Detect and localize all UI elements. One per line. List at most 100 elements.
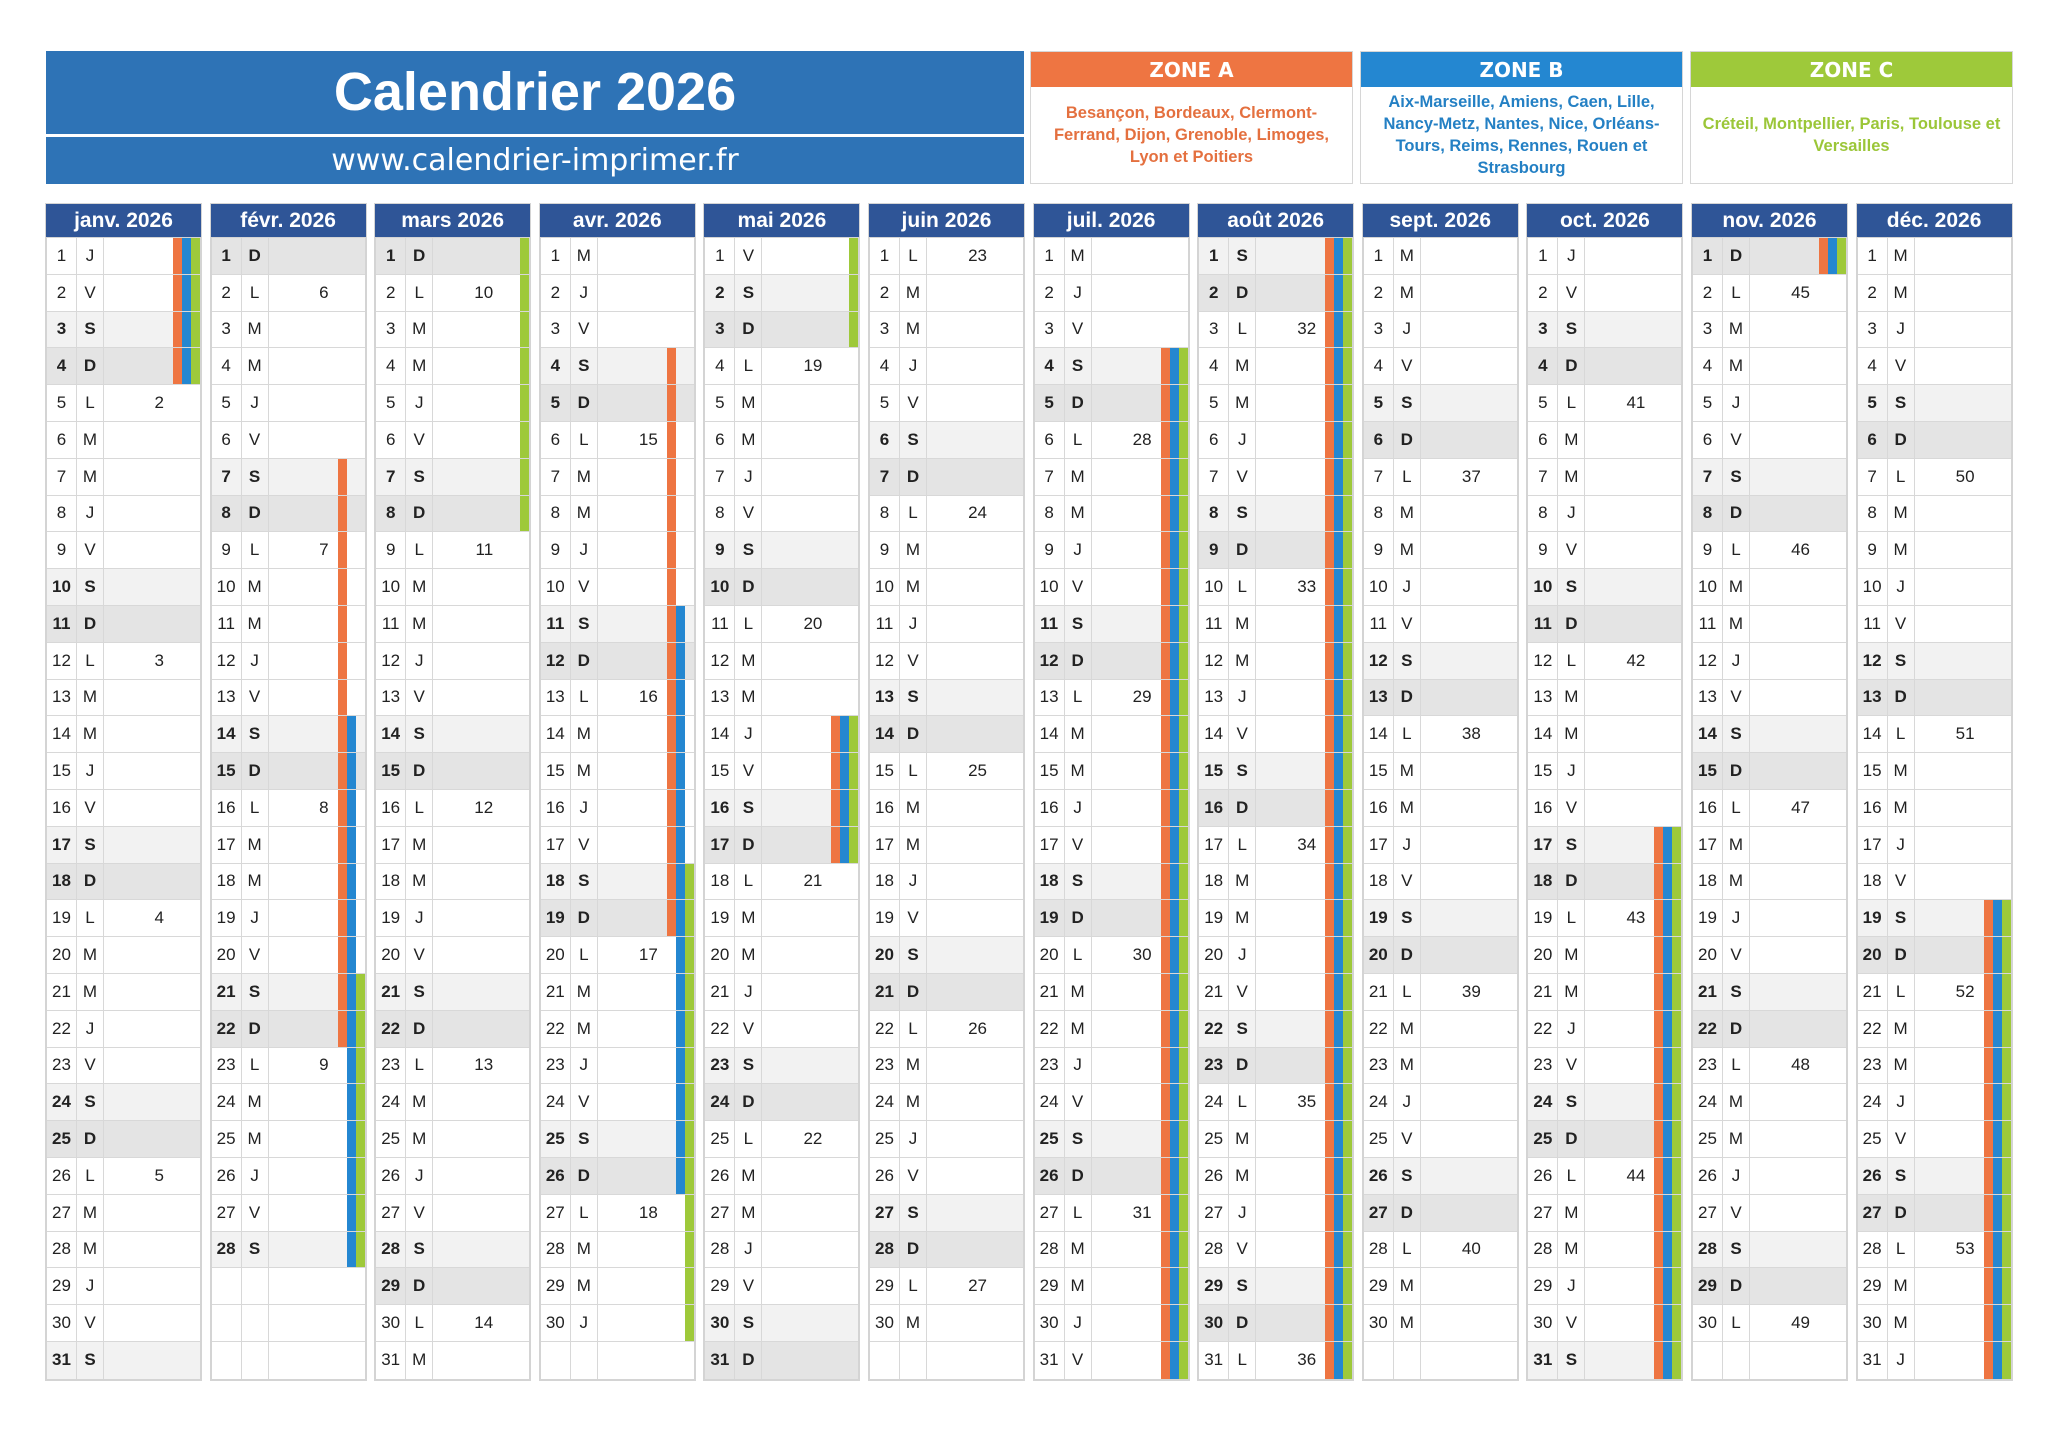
week-number: 15 <box>638 429 658 449</box>
week-number <box>927 1195 1023 1231</box>
holiday-zone-a-bar <box>1160 789 1170 826</box>
site-url[interactable]: www.calendrier-imprimer.fr <box>331 143 739 178</box>
holiday-zone-c-bar <box>685 348 694 384</box>
day-number: 27 <box>541 1194 571 1231</box>
day-number: 3 <box>376 311 407 348</box>
day-row: 13 M <box>47 679 200 717</box>
day-row: 14 V <box>1199 716 1353 754</box>
holiday-zone-c-bar <box>1343 1157 1353 1194</box>
holiday-zone-c-bar <box>1343 900 1353 937</box>
school-holiday-bars <box>502 421 530 458</box>
day-row: 12 S <box>1857 642 2011 680</box>
week-number <box>104 1305 200 1341</box>
holiday-zone-c-bar <box>685 569 694 605</box>
day-number: 12 <box>705 642 736 679</box>
day-row: 20 D <box>1857 937 2011 974</box>
day-row: 12 D <box>540 642 694 680</box>
holiday-zone-a-bar <box>337 826 347 863</box>
day-number: 26 <box>376 1157 407 1194</box>
day-row: 22 M <box>1857 1010 2011 1048</box>
day-row <box>1693 1341 1846 1379</box>
day-row: 18 S <box>540 863 694 901</box>
day-number: 22 <box>376 1010 407 1047</box>
holiday-zone-c-bar <box>355 1010 365 1047</box>
zone-c-cities: Créteil, Montpellier, Paris, Toulouse et… <box>1702 115 2001 155</box>
week-number <box>104 937 200 973</box>
school-holiday-bars <box>1160 789 1188 826</box>
holiday-zone-b-bar <box>675 900 685 937</box>
weekday-letter: J <box>1888 311 1915 348</box>
weekday-letter: J <box>900 605 927 642</box>
day-number: 23 <box>212 1047 242 1084</box>
school-holiday-bars <box>666 900 694 937</box>
holiday-zone-c-bar <box>685 385 694 421</box>
weekday-letter: S <box>1065 605 1092 642</box>
day-row: 24 M <box>376 1084 530 1122</box>
day-number: 7 <box>1364 458 1394 495</box>
holiday-zone-c-bar <box>355 973 365 1010</box>
day-row: 10 M <box>376 569 530 606</box>
day-row: 10 M <box>870 569 1023 606</box>
weekday-letter: D <box>1394 937 1421 973</box>
weekday-letter: L <box>1229 1084 1257 1121</box>
day-number: 11 <box>1199 605 1230 642</box>
weekday-letter: V <box>1065 826 1092 863</box>
weekday-letter: J <box>1558 238 1586 274</box>
holiday-zone-c-bar <box>1178 1341 1188 1379</box>
school-holiday-bars <box>1325 753 1353 789</box>
holiday-zone-a-bar <box>666 900 676 937</box>
day-row: 20 D <box>1363 937 1517 974</box>
weekday-letter: D <box>1723 238 1750 274</box>
day-number: 8 <box>1035 495 1065 532</box>
holiday-zone-b-bar <box>840 716 850 753</box>
day-number: 10 <box>1858 569 1888 605</box>
holiday-zone-a-bar <box>337 642 347 679</box>
weekday-letter: D <box>1558 863 1586 900</box>
day-number: 2 <box>1858 274 1888 311</box>
holiday-zone-a-bar <box>502 496 511 532</box>
holiday-zone-b-bar <box>840 312 849 348</box>
week-number <box>598 312 694 348</box>
school-holiday-bars <box>1160 1305 1188 1341</box>
school-holiday-bars <box>1325 311 1353 348</box>
day-row: 24 M <box>1693 1084 1846 1122</box>
week-number <box>104 1342 200 1379</box>
holiday-zone-b-bar <box>1663 937 1673 973</box>
holiday-zone-b-bar <box>1169 421 1179 458</box>
holiday-zone-c-bar <box>1343 863 1353 900</box>
holiday-zone-b-bar <box>1992 973 2002 1010</box>
week-number <box>433 606 529 642</box>
holiday-zone-b-bar <box>347 496 356 532</box>
week-number: 25 <box>968 761 987 781</box>
day-number: 6 <box>870 421 900 458</box>
holiday-zone-b-bar <box>1992 1341 2002 1379</box>
holiday-zone-c-bar <box>356 864 365 900</box>
weekday-letter: M <box>1723 863 1750 900</box>
holiday-zone-c-bar <box>684 1157 694 1194</box>
week-number <box>433 900 529 936</box>
day-row: 21 J <box>705 973 859 1011</box>
day-row: 19 S <box>1857 900 2011 938</box>
day-number: 15 <box>1035 753 1065 789</box>
holiday-zone-a-bar <box>337 458 347 495</box>
holiday-zone-c-bar <box>356 753 365 789</box>
week-number <box>1585 680 1681 716</box>
holiday-zone-b-bar <box>1663 826 1673 863</box>
weekday-letter <box>242 1305 269 1341</box>
week-number <box>433 1342 529 1379</box>
day-number: 10 <box>1693 569 1723 605</box>
weekday-letter: D <box>1558 348 1586 385</box>
day-number: 17 <box>212 826 242 863</box>
weekday-letter: J <box>1558 753 1586 789</box>
holiday-zone-b-bar <box>182 348 191 385</box>
day-number <box>212 1268 242 1305</box>
holiday-zone-b-bar <box>346 1010 356 1047</box>
holiday-zone-c-bar <box>685 753 694 789</box>
weekday-letter: D <box>571 642 598 679</box>
day-row: 27 M <box>47 1194 200 1232</box>
week-number: 26 <box>968 1018 987 1038</box>
weekday-letter: J <box>1558 1268 1586 1305</box>
